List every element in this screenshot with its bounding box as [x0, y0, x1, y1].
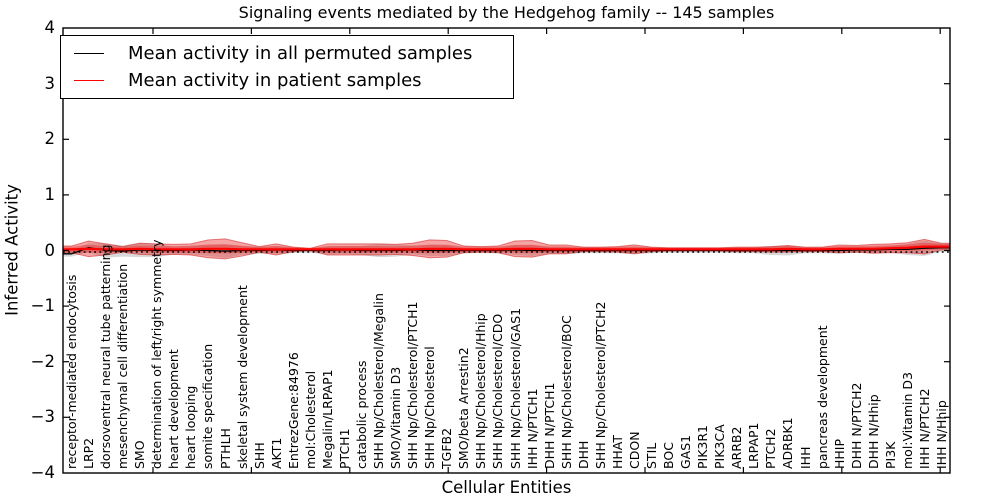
x-tick-label: PTHLH: [217, 428, 233, 469]
x-tick-label: PI3K: [882, 441, 898, 469]
x-tick-label: LRP2: [81, 437, 97, 469]
x-tick-label: SHH Np/Cholesterol/GAS1: [507, 307, 523, 469]
x-tick-label: ADRBK1: [780, 417, 796, 469]
x-tick-label: SHH Np/Cholesterol/CDO: [490, 313, 506, 469]
x-tick-label: IHH N/PTCH2: [916, 388, 932, 469]
x-tick-label: SMO/Vitamin D3: [388, 366, 404, 469]
patient-line-swatch-icon: [74, 80, 104, 82]
x-tick-label: heart looping: [183, 385, 199, 469]
x-tick-label: mol:Cholesterol: [302, 370, 318, 469]
x-tick-label: catabolic process: [354, 360, 369, 469]
y-tick-label: 3: [44, 73, 56, 93]
y-tick-label: 4: [44, 18, 56, 38]
x-tick-label: LRPAP1: [746, 422, 762, 469]
x-tick-label: EntrezGene:84976: [285, 352, 301, 469]
x-tick-label: SHH Np/Cholesterol/Megalin: [371, 293, 387, 469]
y-tick-label: −4: [30, 462, 55, 482]
x-tick-label: STIL: [643, 442, 659, 469]
y-tick-label: −2: [30, 351, 55, 371]
patient-mean-line: [63, 245, 950, 251]
permuted-line-swatch-icon: [74, 52, 104, 54]
x-tick-label: PTCH2: [763, 428, 779, 469]
y-tick-label: −3: [30, 407, 55, 427]
x-tick-label: pancreas development: [814, 325, 830, 469]
x-tick-label: receptor-mediated endocytosis: [64, 274, 80, 469]
x-tick-label: PTCH1: [336, 428, 352, 469]
x-tick-label: ARRB2: [729, 426, 745, 469]
x-tick-label: SHH: [251, 442, 267, 469]
x-axis-label: Cellular Entities: [441, 478, 572, 497]
x-tick-label: DHH N/Hhip: [865, 394, 881, 469]
x-tick-label: GAS1: [678, 434, 694, 469]
x-tick-label: SHH Np/Cholesterol/BOC: [558, 315, 574, 469]
patient-band-upper-edge: [63, 238, 950, 249]
x-tick-label: SHH Np/Cholesterol/Hhip: [473, 313, 489, 469]
x-tick-label: SMO: [132, 440, 148, 469]
x-tick-label: skeletal system development: [234, 285, 250, 469]
x-tick-label: CDON: [626, 431, 642, 469]
chart-title: Signaling events mediated by the Hedgeho…: [238, 3, 775, 22]
x-tick-label: PIK3R1: [695, 424, 711, 469]
x-tick-label: somite specification: [200, 343, 216, 469]
x-tick-label: IHH: [797, 446, 813, 470]
x-tick-label: DHH N/PTCH2: [848, 382, 864, 469]
x-tick-label: AKT1: [268, 437, 284, 469]
x-tick-label: mol:Vitamin D3: [899, 372, 915, 469]
x-tick-label: determination of left/right symmetry: [149, 239, 165, 470]
y-tick-label: 2: [44, 129, 56, 149]
x-tick-label: dorsoventral neural tube patterning: [98, 244, 114, 470]
legend-label-permuted: Mean activity in all permuted samples: [128, 42, 473, 64]
x-tick-label: SMO/beta Arrestin2: [456, 347, 472, 469]
y-tick-label: 1: [44, 184, 56, 204]
x-tick-label: SHH Np/Cholesterol/PTCH2: [592, 301, 608, 470]
x-tick-label: HHAT: [609, 434, 625, 469]
x-tick-label: heart development: [166, 349, 182, 469]
x-tick-label: PIK3CA: [712, 424, 728, 469]
x-tick-label: DHH: [575, 440, 591, 469]
legend-label-patient: Mean activity in patient samples: [128, 70, 422, 92]
y-tick-label: 0: [44, 240, 56, 260]
x-tick-label: TGFB2: [439, 427, 455, 469]
x-tick-label: DHH N/PTCH1: [541, 382, 557, 469]
x-tick-label: SHH Np/Cholesterol: [422, 346, 438, 469]
permuted-mean-line: [63, 247, 950, 255]
x-tick-label: mesenchymal cell differentiation: [115, 263, 131, 469]
legend-item-patient: Mean activity in patient samples: [61, 70, 513, 91]
x-tick-label: IHH N/Hhip: [933, 400, 949, 469]
x-tick-label: HHIP: [831, 438, 847, 469]
x-tick-label: SHH Np/Cholesterol/PTCH1: [405, 301, 421, 470]
x-tick-label: IHH N/PTCH1: [524, 388, 540, 469]
x-tick-label: BOC: [661, 442, 677, 469]
legend-item-permuted: Mean activity in all permuted samples: [61, 43, 513, 64]
x-tick-label: Megalin/LRPAP1: [319, 369, 335, 469]
y-tick-label: −1: [30, 296, 55, 316]
legend: Mean activity in all permuted samples Me…: [60, 35, 514, 99]
